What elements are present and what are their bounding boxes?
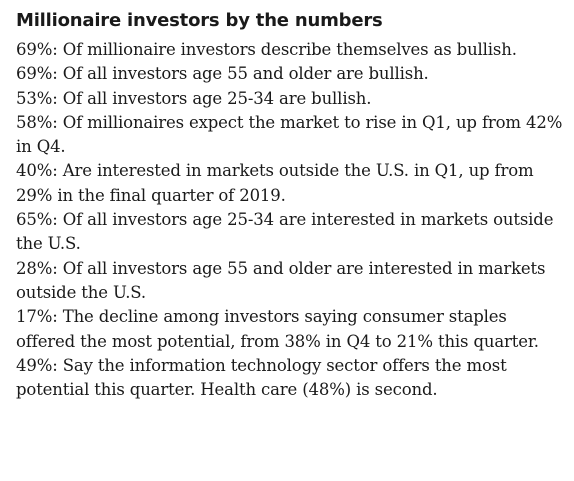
stat-item: 40%: Are interested in markets outside t…	[16, 161, 534, 205]
stat-item: 17%: The decline among investors saying …	[16, 307, 539, 351]
stat-item: 49%: Say the information technology sect…	[16, 355, 507, 400]
stat-item: 69%: Of millionaire investors describe t…	[16, 40, 517, 59]
stat-item: 53%: Of all investors age 25-34 are bull…	[16, 88, 372, 108]
article-body: Millionaire investors by the numbers 69%…	[16, 8, 568, 402]
stat-item: 58%: Of millionaires expect the market t…	[16, 112, 563, 157]
stat-item: 28%: Of all investors age 55 and older a…	[16, 258, 546, 302]
section-title: Millionaire investors by the numbers	[16, 10, 383, 31]
stat-item: 69%: Of all investors age 55 and older a…	[16, 64, 429, 84]
stat-list: 69%: Of millionaire investors describe t…	[16, 38, 568, 402]
stat-item: 65%: Of all investors age 25-34 are inte…	[16, 210, 554, 254]
